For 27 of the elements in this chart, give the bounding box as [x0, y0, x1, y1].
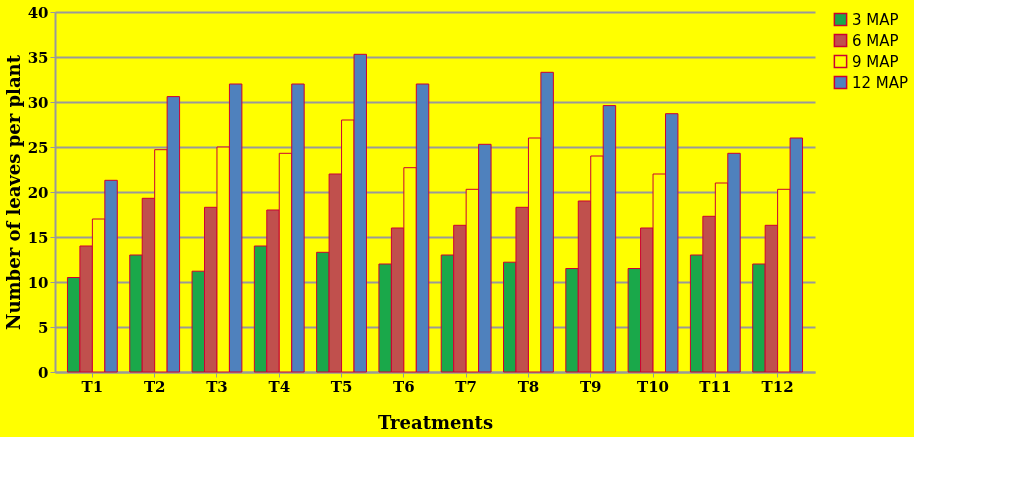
x-tick-label: T5 — [330, 377, 353, 396]
y-tick-label: 40 — [27, 3, 49, 22]
y-tick-label: 10 — [27, 273, 49, 292]
x-tick-label: T9 — [579, 377, 602, 396]
y-tick-label: 5 — [38, 318, 49, 337]
y-tick-label: 30 — [27, 93, 49, 112]
y-tick-label: 15 — [27, 228, 49, 247]
x-tick-label: T8 — [517, 377, 540, 396]
legend-label: 3 MAP — [852, 10, 899, 29]
x-tick-label: T11 — [699, 377, 732, 396]
x-tick-label: T7 — [455, 377, 477, 396]
x-tick-label: T3 — [206, 377, 228, 396]
x-axis-title: Treatments — [377, 411, 494, 433]
x-tick-label: T6 — [393, 377, 415, 396]
y-tick-label: 35 — [27, 48, 49, 67]
y-tick-label: 25 — [27, 138, 49, 157]
x-tick-label: T2 — [143, 377, 166, 396]
y-tick-label: 0 — [38, 363, 49, 382]
x-tick-label: T10 — [637, 377, 670, 396]
y-tick-label: 20 — [27, 183, 49, 202]
legend-label: 12 MAP — [852, 73, 909, 92]
legend-label: 6 MAP — [852, 31, 899, 50]
legend-label: 9 MAP — [852, 52, 899, 71]
x-tick-label: T4 — [268, 377, 291, 396]
y-axis-title: Number of leaves per plant — [2, 54, 24, 330]
x-tick-label: T1 — [81, 377, 104, 396]
x-tick-label: T12 — [761, 377, 794, 396]
